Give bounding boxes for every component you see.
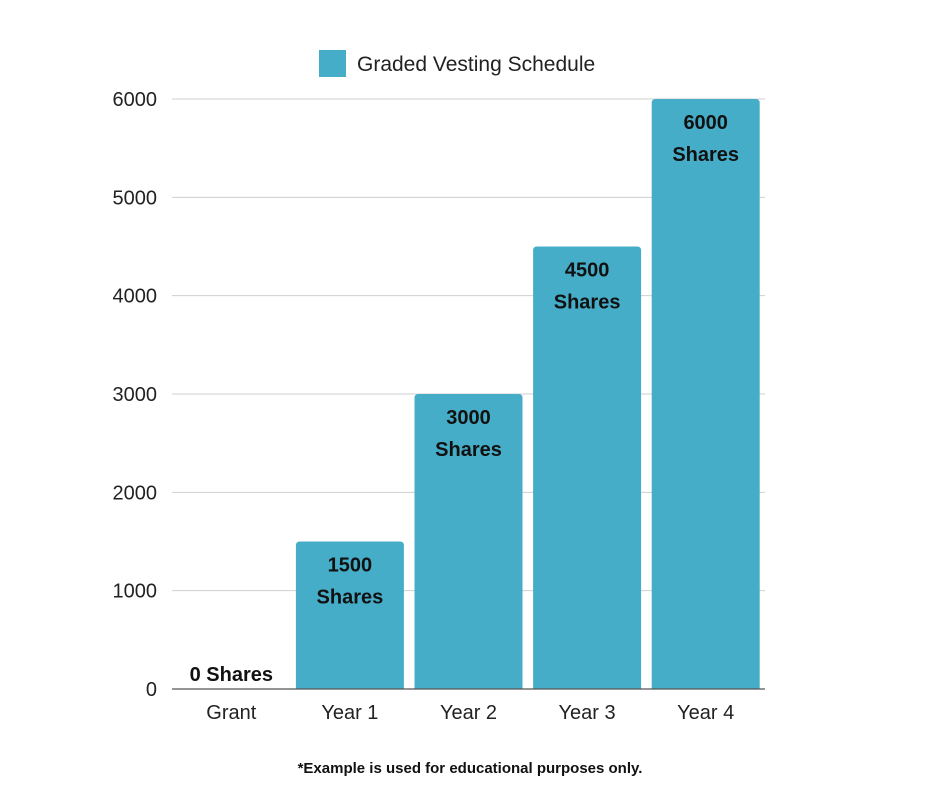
- bar-year-2: [414, 394, 523, 689]
- y-tick-label: 2000: [113, 482, 158, 504]
- legend: Graded Vesting Schedule: [319, 50, 595, 77]
- bar-year-1: [295, 541, 404, 689]
- legend-swatch: [319, 50, 346, 77]
- x-axis-ticks: Grant Year 1 Year 2 Year 3 Year 4: [206, 702, 734, 724]
- data-label: Shares: [672, 144, 739, 166]
- y-axis-ticks: 0 1000 2000 3000 4000 5000 6000: [113, 89, 158, 701]
- footnote: *Example is used for educational purpose…: [298, 760, 643, 777]
- data-label: 4500: [565, 260, 610, 282]
- x-tick-label: Year 4: [677, 702, 734, 724]
- data-label: 0 Shares: [190, 664, 273, 686]
- data-label: Shares: [554, 292, 621, 314]
- y-tick-label: 6000: [113, 89, 158, 111]
- y-tick-label: 3000: [113, 384, 158, 406]
- bar-year-4: [651, 99, 760, 689]
- y-tick-label: 5000: [113, 187, 158, 209]
- data-label: 6000: [683, 112, 728, 134]
- y-tick-label: 0: [146, 679, 157, 701]
- x-tick-label: Year 1: [321, 702, 378, 724]
- data-label: 3000: [446, 407, 491, 429]
- data-label: Shares: [435, 439, 502, 461]
- bars: [295, 99, 760, 689]
- x-tick-label: Year 3: [559, 702, 616, 724]
- data-labels: 0 Shares 1500 Shares 3000 Shares 4500 Shares 60…: [190, 112, 739, 686]
- y-tick-label: 1000: [113, 581, 158, 603]
- x-tick-label: Year 2: [440, 702, 497, 724]
- y-tick-label: 4000: [113, 286, 158, 308]
- data-label: Shares: [317, 587, 384, 609]
- legend-label: Graded Vesting Schedule: [357, 53, 595, 76]
- bar-year-3: [533, 246, 642, 689]
- x-tick-label: Grant: [206, 702, 256, 724]
- data-label: 1500: [328, 555, 373, 577]
